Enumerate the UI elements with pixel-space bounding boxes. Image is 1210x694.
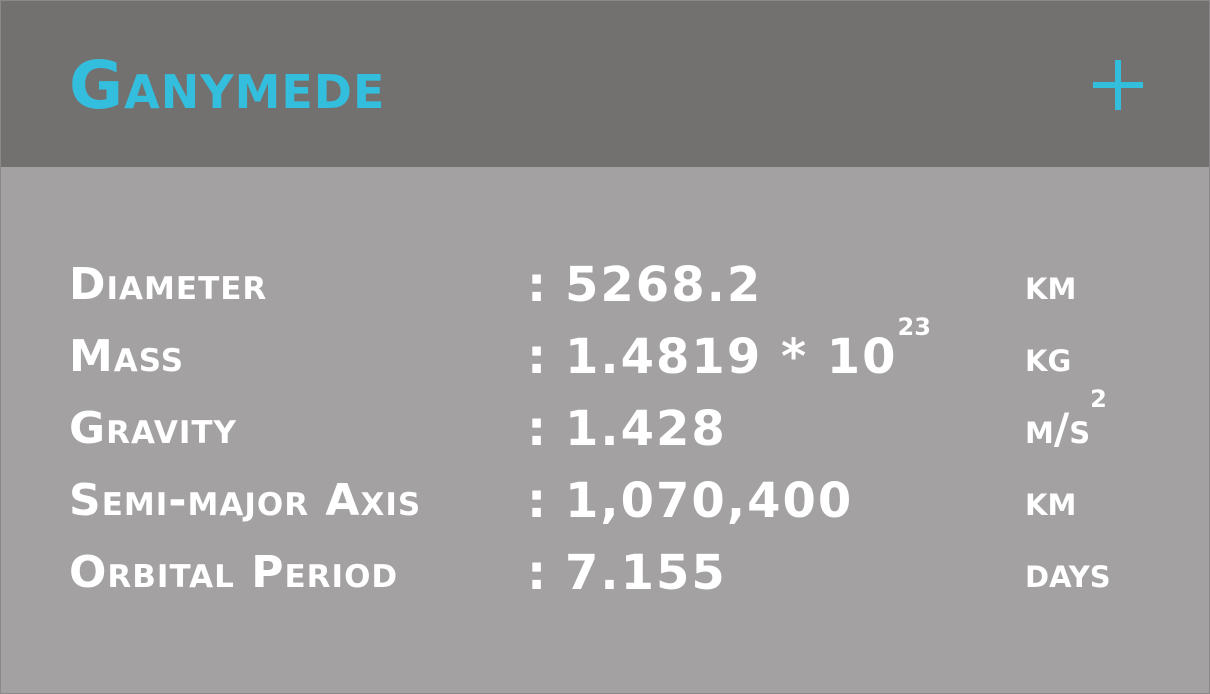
stat-value: 7.155 bbox=[565, 545, 727, 601]
card-header: Ganymede bbox=[1, 1, 1209, 167]
stat-unit: days bbox=[1025, 548, 1111, 597]
stat-row-semi-major-axis: Semi-major Axis : 1,070,400 km bbox=[1, 465, 1209, 537]
stat-unit: m/s2 bbox=[1025, 385, 1107, 453]
stat-row-orbital-period: Orbital Period : 7.155 days bbox=[1, 537, 1209, 609]
stat-unit: km bbox=[1025, 476, 1077, 525]
exponent: 23 bbox=[897, 313, 931, 341]
moon-title: Ganymede bbox=[69, 47, 386, 124]
unit-exponent: 2 bbox=[1090, 385, 1107, 413]
stat-label: Mass bbox=[69, 331, 185, 382]
stat-label: Orbital Period bbox=[69, 547, 399, 598]
stat-separator: : bbox=[527, 473, 547, 529]
stat-separator: : bbox=[527, 329, 547, 385]
stat-value: 1.4819 * 1023 bbox=[565, 313, 931, 385]
stat-label: Gravity bbox=[69, 403, 237, 454]
stat-value: 1,070,400 bbox=[565, 473, 854, 529]
stat-row-mass: Mass : 1.4819 * 1023 kg bbox=[1, 313, 1209, 393]
stat-unit: kg bbox=[1025, 332, 1072, 381]
stat-separator: : bbox=[527, 257, 547, 313]
stat-separator: : bbox=[527, 545, 547, 601]
stats-list: Diameter : 5268.2 km Mass : 1.4819 * 102… bbox=[1, 249, 1209, 609]
stat-unit: km bbox=[1025, 260, 1077, 309]
stat-separator: : bbox=[527, 401, 547, 457]
stat-value: 1.428 bbox=[565, 401, 727, 457]
stat-row-gravity: Gravity : 1.428 m/s2 bbox=[1, 385, 1209, 465]
stat-row-diameter: Diameter : 5268.2 km bbox=[1, 249, 1209, 321]
stat-label: Diameter bbox=[69, 259, 268, 310]
expand-button[interactable] bbox=[1085, 47, 1151, 113]
stat-value: 5268.2 bbox=[565, 257, 763, 313]
stat-label: Semi-major Axis bbox=[69, 475, 422, 526]
